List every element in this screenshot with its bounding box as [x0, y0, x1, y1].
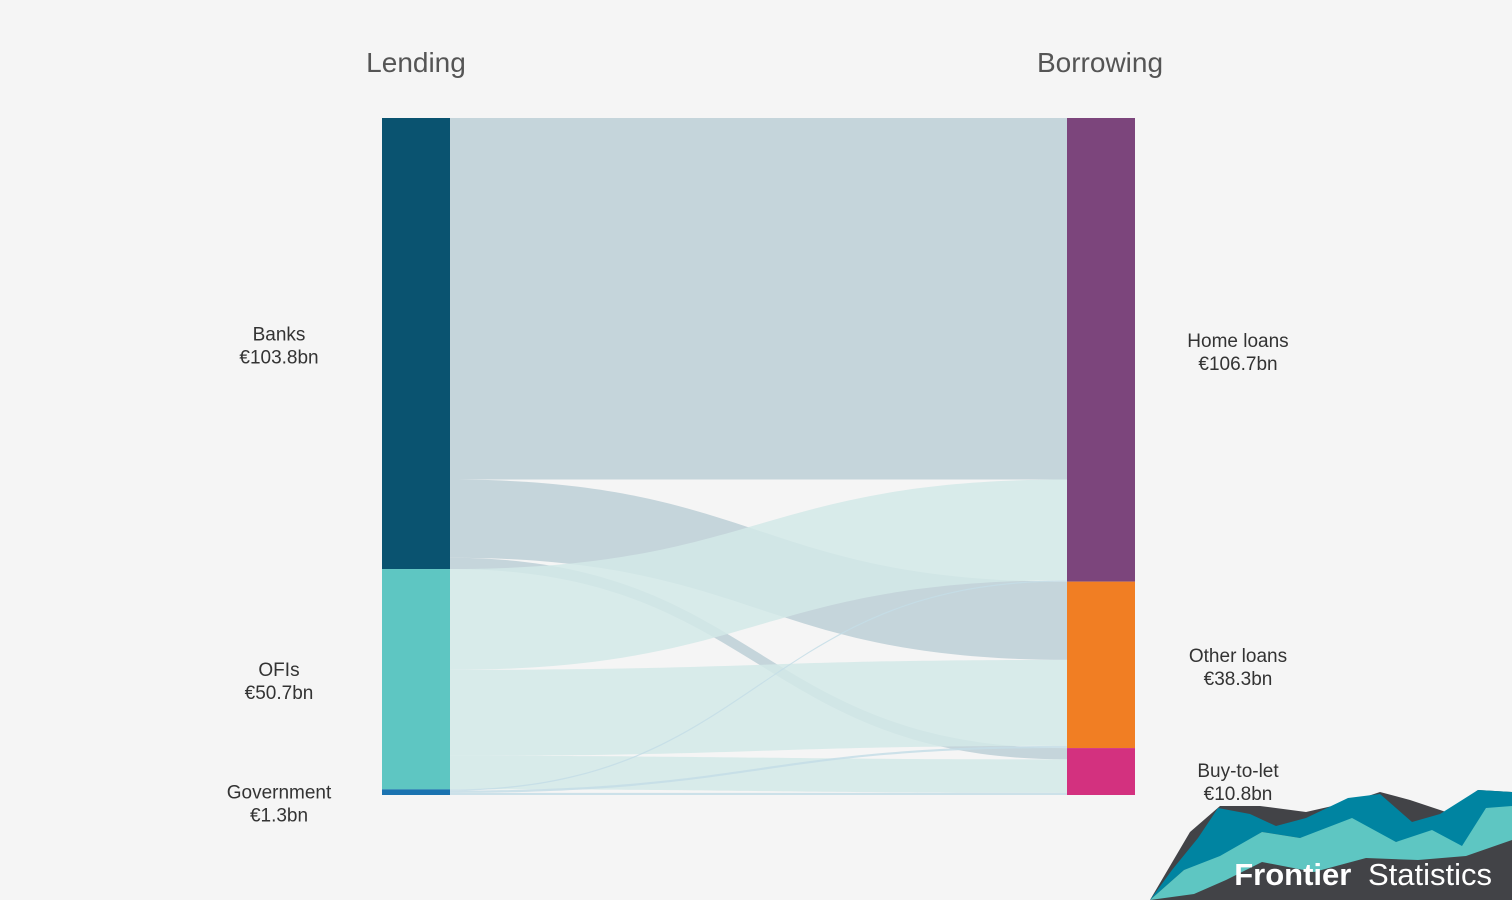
node-home: [1067, 118, 1135, 582]
label-ofis-name: OFIs: [258, 660, 299, 681]
label-home-name: Home loans: [1187, 331, 1288, 352]
flow-ofis-to-other: [450, 659, 1067, 756]
node-banks: [382, 118, 450, 570]
label-government-value: €1.3bn: [250, 805, 308, 826]
flow-ofis-to-btl: [450, 755, 1067, 793]
node-government: [382, 789, 450, 795]
flow-government-to-btl: [450, 792, 1067, 795]
label-government-name: Government: [227, 782, 332, 803]
svg-text:Frontier Statistics: Frontier Statistics: [1234, 857, 1492, 892]
label-ofis-value: €50.7bn: [245, 683, 314, 704]
flow-ofis-to-home: [450, 479, 1067, 670]
borrowing-column-title: Borrowing: [1037, 47, 1163, 78]
label-banks-name: Banks: [253, 325, 306, 346]
node-other: [1067, 581, 1135, 749]
label-government: Government €1.3bn: [227, 782, 332, 826]
label-other-value: €38.3bn: [1204, 669, 1273, 690]
lending-column-title: Lending: [366, 47, 466, 78]
label-home-value: €106.7bn: [1198, 354, 1277, 375]
label-btl-value: €10.8bn: [1204, 784, 1273, 805]
node-btl: [1067, 748, 1135, 795]
flow-government-to-home: [450, 580, 1067, 791]
flow-links: [450, 118, 1067, 795]
label-other: Other loans €38.3bn: [1189, 646, 1287, 690]
label-banks-value: €103.8bn: [239, 348, 318, 369]
flow-government-to-other: [450, 745, 1067, 793]
flow-banks-to-btl: [450, 557, 1067, 760]
label-banks: Banks €103.8bn: [239, 325, 318, 369]
label-ofis: OFIs €50.7bn: [245, 660, 314, 704]
label-btl-name: Buy-to-let: [1197, 761, 1279, 782]
frontier-statistics-logo: Frontier Statistics: [1150, 790, 1512, 900]
node-labels: Banks €103.8bn OFIs €50.7bn Government €1.3bn…: [227, 325, 1289, 827]
label-btl: Buy-to-let €10.8bn: [1197, 761, 1279, 805]
label-other-name: Other loans: [1189, 646, 1287, 667]
brand-name-bold: Frontier: [1234, 857, 1351, 892]
flow-banks-to-home: [450, 118, 1067, 480]
node-ofis: [382, 569, 450, 790]
label-home: Home loans €106.7bn: [1187, 331, 1288, 375]
brand-name-regular: Statistics: [1368, 857, 1492, 892]
flow-nodes: [382, 118, 1135, 795]
